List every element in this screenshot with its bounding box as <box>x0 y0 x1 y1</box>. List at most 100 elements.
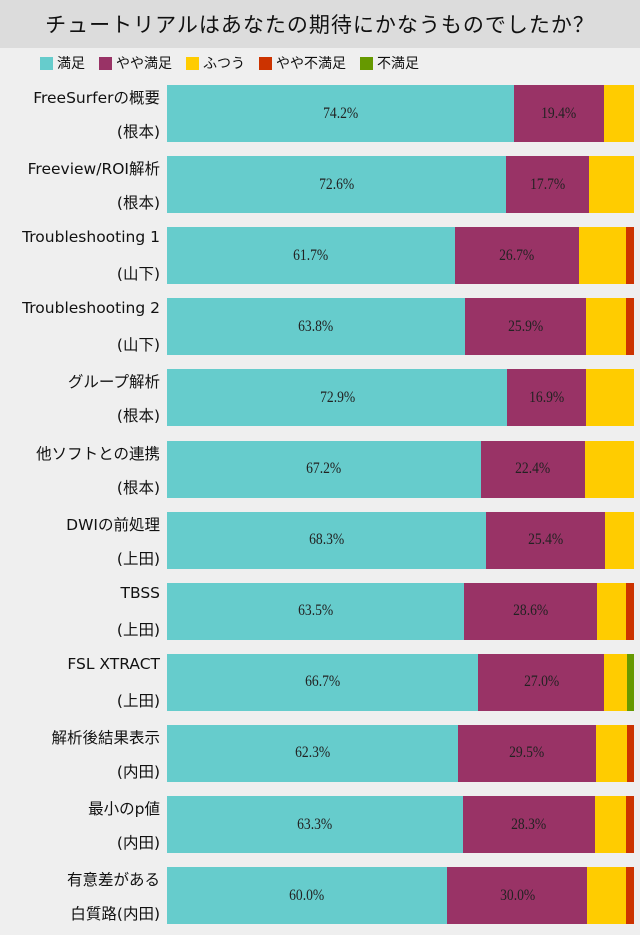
legend-label: 満足 <box>57 56 85 72</box>
bar-segment: 30.0% <box>447 867 588 925</box>
bar-segment: 60.0% <box>167 867 448 925</box>
bar-segment <box>585 440 634 498</box>
data-label: 74.2% <box>322 104 358 122</box>
bar-segment: 68.3% <box>167 511 486 569</box>
stacked-bar: 72.9% 16.9% <box>167 369 634 427</box>
stacked-bar: 63.3% 28.3% <box>167 796 634 853</box>
bar-segment: 61.7% <box>167 227 455 285</box>
stacked-bar: 63.8% 25.9% <box>167 298 634 356</box>
legend-swatch <box>259 56 272 70</box>
legend-item: 不満足 <box>360 53 419 73</box>
data-label: 68.3% <box>308 531 345 549</box>
bar-segment: 67.2% <box>167 440 481 498</box>
bar-segment <box>626 298 634 356</box>
data-label: 66.7% <box>305 673 341 691</box>
category-label: 最小のp値 <box>88 800 160 818</box>
bar-segment <box>626 867 634 925</box>
category-label: 白質路(内田) <box>70 905 160 924</box>
legend-label: ふつう <box>203 56 245 72</box>
category-label: Troubleshooting 1 <box>22 228 160 247</box>
legend-label: やや満足 <box>116 56 172 72</box>
data-label: 26.7% <box>499 246 535 264</box>
data-label: 60.0% <box>289 886 325 904</box>
data-label: 28.3% <box>511 815 547 833</box>
legend-item: ふつう <box>186 53 245 73</box>
category-label: DWIの前処理 <box>66 515 160 534</box>
bar-segment: 26.7% <box>454 227 580 285</box>
stacked-bar: 74.2% 19.4% <box>167 85 634 142</box>
bar-segment <box>626 582 634 640</box>
bar-segment <box>579 227 627 285</box>
bar-segment: 28.6% <box>463 582 598 640</box>
data-label: 25.9% <box>507 317 543 335</box>
category-label: (上田) <box>116 549 160 568</box>
bar-segment <box>626 796 634 853</box>
category-label: (根本) <box>116 123 160 141</box>
category-label: (根本) <box>116 407 160 426</box>
category-label: (根本) <box>116 478 160 497</box>
data-label: 72.9% <box>319 388 355 406</box>
category-label: (上田) <box>116 620 160 639</box>
bar-segment: 25.9% <box>464 298 586 356</box>
bar-segment: 22.4% <box>480 440 586 498</box>
bar-segment: 63.3% <box>167 796 463 853</box>
legend-swatch <box>186 56 199 70</box>
bar-segment: 29.5% <box>457 724 596 782</box>
data-label: 30.0% <box>499 886 535 904</box>
data-label: 63.3% <box>297 815 333 833</box>
legend-item: やや満足 <box>99 53 172 73</box>
bar-segment <box>604 511 634 569</box>
category-label: (山下) <box>116 265 160 284</box>
category-label: (内田) <box>116 834 160 852</box>
category-label: (山下) <box>116 336 160 355</box>
legend: 満足 やや満足 ふつう やや不満足 不満足 <box>40 52 433 74</box>
data-label: 16.9% <box>529 388 565 406</box>
data-label: 72.6% <box>318 175 355 193</box>
bar-segment: 62.3% <box>167 724 458 782</box>
data-label: 67.2% <box>306 460 342 477</box>
category-label: (内田) <box>116 762 160 781</box>
category-label: グループ解析 <box>67 373 160 392</box>
category-label: 解析後結果表示 <box>51 728 160 747</box>
bar-segment <box>586 369 634 427</box>
bar-segment: 28.3% <box>462 796 595 853</box>
legend-label: やや不満足 <box>276 56 346 72</box>
bar-segment <box>588 156 634 214</box>
bar-segment <box>626 227 635 285</box>
bar-segment <box>604 85 634 142</box>
bar-segment: 16.9% <box>507 369 587 427</box>
bar-segment: 72.9% <box>167 369 508 427</box>
category-label: FreeSurferの概要 <box>33 89 160 107</box>
bar-segment <box>595 724 627 782</box>
bar-segment: 72.6% <box>167 156 507 214</box>
legend-swatch <box>40 56 53 70</box>
bar-segment: 63.8% <box>167 298 465 356</box>
bar-segment: 27.0% <box>478 653 605 711</box>
category-label: FSL XTRACT <box>67 654 160 673</box>
bar-segment <box>597 582 627 640</box>
data-label: 22.4% <box>515 460 551 477</box>
category-label: Freeview/ROI解析 <box>27 160 160 179</box>
category-label: 他ソフトとの連携 <box>36 444 160 463</box>
category-label: TBSS <box>120 583 160 602</box>
bar-segment <box>594 796 627 853</box>
bar-segment: 63.5% <box>167 582 464 640</box>
bar-segment <box>626 724 634 782</box>
data-label: 25.4% <box>527 531 563 549</box>
legend-swatch <box>99 56 112 70</box>
category-label: Troubleshooting 2 <box>22 299 160 318</box>
bar-segment: 74.2% <box>167 85 514 142</box>
data-label: 27.0% <box>523 673 559 691</box>
stacked-bar: 63.5% 28.6% <box>167 582 634 640</box>
legend-item: やや不満足 <box>259 53 346 73</box>
stacked-bar: 61.7% 26.7% <box>167 227 635 285</box>
data-label: 63.5% <box>297 602 333 620</box>
category-label: 有意差がある <box>66 871 160 890</box>
stacked-bar: 66.7% 27.0% <box>167 653 634 711</box>
stacked-bar: 67.2% 22.4% <box>167 440 634 498</box>
bar-segment: 17.7% <box>506 156 589 214</box>
legend-item: 満足 <box>40 53 85 73</box>
data-label: 19.4% <box>541 104 577 122</box>
bar-segment <box>604 653 627 711</box>
